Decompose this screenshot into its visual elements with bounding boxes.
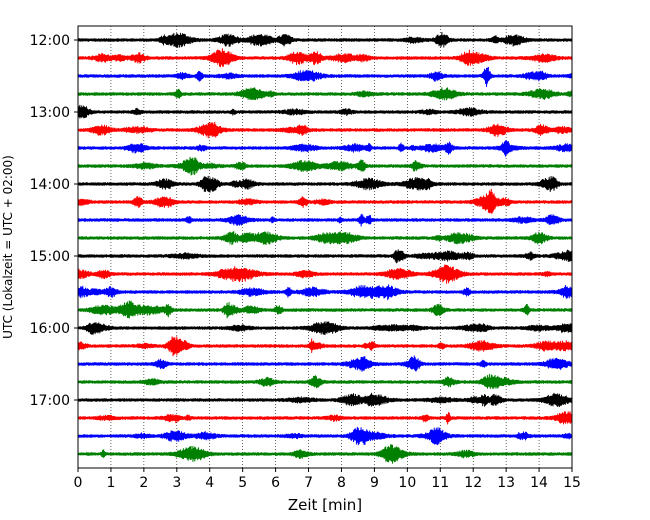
trace-1415 (77, 188, 573, 214)
y-tick-label: 15:00 (30, 249, 70, 265)
plot-area (77, 25, 573, 469)
x-tick-label: 11 (431, 475, 449, 491)
trace-1530 (77, 284, 573, 301)
plot-background (78, 26, 572, 468)
x-tick-label: 8 (337, 475, 346, 491)
trace-1745 (77, 444, 573, 464)
seismic-traces (77, 31, 573, 464)
trace-1445 (77, 231, 573, 246)
x-tick-label: 5 (238, 475, 247, 491)
y-tick-label: 12:00 (30, 33, 70, 49)
y-axis: 12:00 13:00 14:00 15:00 16:00 17:00 (30, 33, 78, 409)
trace-1715 (77, 411, 573, 425)
x-tick-label: 6 (271, 475, 280, 491)
trace-1630 (77, 355, 573, 372)
trace-1700 (77, 392, 573, 408)
trace-1345 (77, 156, 573, 176)
x-tick-label: 7 (304, 475, 313, 491)
trace-1400 (77, 175, 573, 193)
x-tick-label: 2 (139, 475, 148, 491)
trace-1545 (77, 300, 573, 319)
x-tick-label: 4 (205, 475, 214, 491)
trace-1215 (77, 48, 573, 68)
x-axis: 0 1 2 3 4 5 6 7 8 9 10 11 12 13 14 15 (74, 468, 581, 491)
x-tick-label: 0 (74, 475, 83, 491)
x-tick-label: 9 (370, 475, 379, 491)
trace-1315 (77, 121, 573, 139)
x-tick-label: 12 (464, 475, 482, 491)
trace-1230 (77, 66, 573, 88)
trace-1300 (77, 104, 573, 119)
y-tick-label: 17:00 (30, 393, 70, 409)
plot-frame (77, 25, 573, 469)
x-tick-label: 3 (172, 475, 181, 491)
trace-1730 (77, 426, 573, 446)
trace-1515 (77, 264, 573, 284)
trace-1645 (77, 373, 573, 390)
trace-1600 (77, 321, 573, 336)
x-tick-label: 14 (530, 475, 548, 491)
trace-1430 (77, 213, 573, 227)
trace-1200 (77, 31, 573, 48)
x-tick-label: 10 (398, 475, 416, 491)
trace-1500 (77, 249, 573, 264)
y-tick-label: 16:00 (30, 321, 70, 337)
x-tick-label: 13 (497, 475, 515, 491)
trace-1330 (77, 140, 573, 157)
y-tick-label: 13:00 (30, 105, 70, 121)
y-tick-label: 14:00 (30, 177, 70, 193)
trace-1615 (77, 336, 573, 357)
x-axis-label: Zeit [min] (288, 496, 362, 514)
x-tick-label: 1 (106, 475, 115, 491)
y-axis-label: UTC (Lokalzeit = UTC + 02:00) (1, 155, 15, 339)
x-tick-label: 15 (563, 475, 581, 491)
trace-1245 (77, 87, 573, 101)
